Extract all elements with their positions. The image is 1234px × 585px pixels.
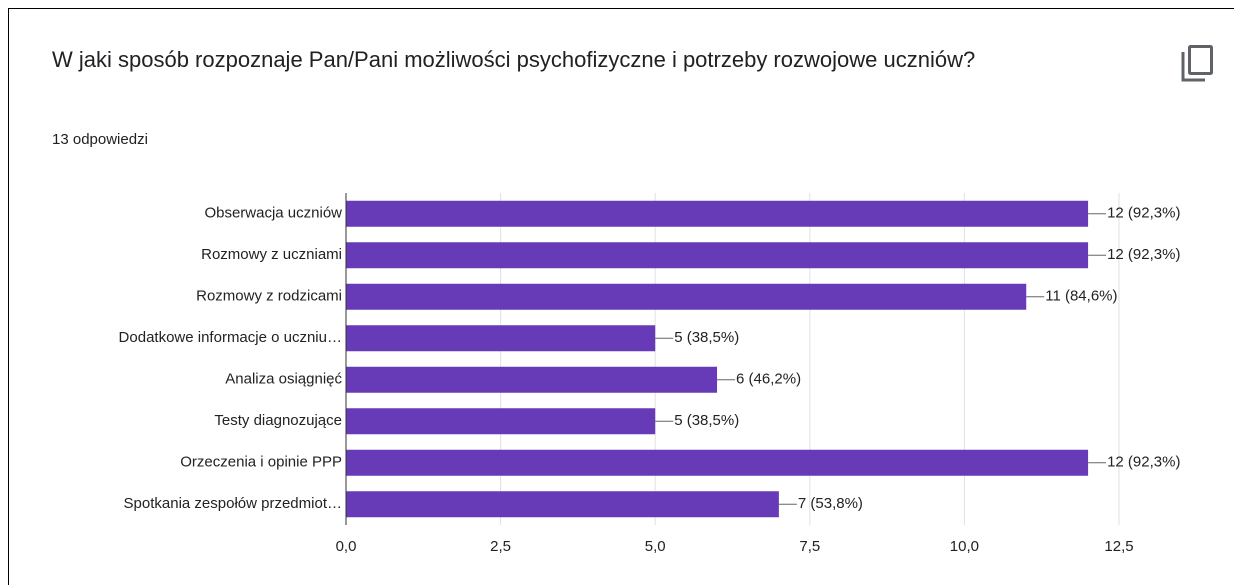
x-tick-label: 5,0 <box>645 538 666 555</box>
data-label: 7 (53,8%) <box>798 495 863 512</box>
data-label: 11 (84,6%) <box>1045 288 1117 305</box>
y-tick-label: Obserwacja uczniów <box>204 205 342 222</box>
response-count: 13 odpowiedzi <box>52 131 148 148</box>
bar <box>346 325 656 352</box>
copy-icon[interactable] <box>1180 44 1216 84</box>
y-tick-label: Testy diagnozujące <box>214 412 342 429</box>
bar <box>346 283 1027 310</box>
y-tick-label: Orzeczenia i opinie PPP <box>180 454 342 471</box>
bar <box>346 449 1089 476</box>
data-label: 12 (92,3%) <box>1107 246 1180 263</box>
x-tick-label: 12,5 <box>1104 538 1133 555</box>
data-label: 6 (46,2%) <box>736 371 801 388</box>
x-tick-label: 7,5 <box>799 538 820 555</box>
bar <box>346 491 779 518</box>
bar <box>346 200 1089 227</box>
x-tick-label: 10,0 <box>950 538 979 555</box>
card <box>8 8 1234 585</box>
bar <box>346 242 1089 269</box>
bar <box>346 408 656 435</box>
x-tick-label: 0,0 <box>336 538 357 555</box>
y-tick-label: Rozmowy z uczniami <box>201 246 342 263</box>
chart-title: W jaki sposób rozpoznaje Pan/Pani możliw… <box>52 47 976 72</box>
y-tick-label: Rozmowy z rodzicami <box>196 288 342 305</box>
y-tick-label: Dodatkowe informacje o uczniu… <box>119 329 342 346</box>
bar <box>346 366 718 393</box>
data-label: 5 (38,5%) <box>674 329 739 346</box>
data-label: 5 (38,5%) <box>674 412 739 429</box>
data-label: 12 (92,3%) <box>1107 454 1180 471</box>
x-tick-label: 2,5 <box>490 538 511 555</box>
y-tick-label: Spotkania zespołów przedmiot… <box>124 495 342 512</box>
y-tick-label: Analiza osiągnięć <box>225 371 342 388</box>
data-label: 12 (92,3%) <box>1107 205 1180 222</box>
